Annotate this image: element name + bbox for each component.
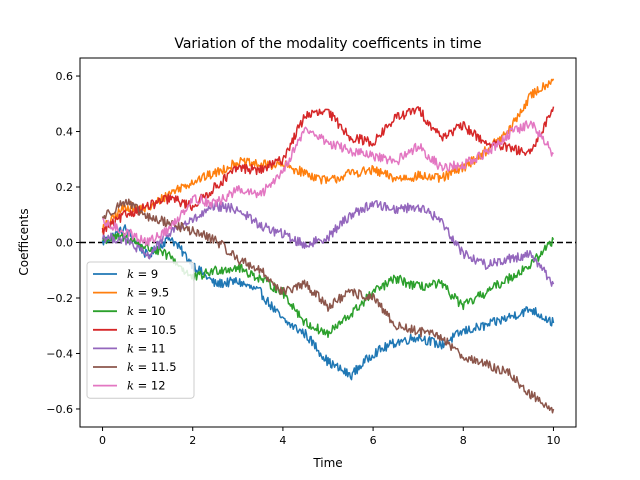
legend-label: k = 12 [127, 379, 166, 393]
x-tick-label: 2 [189, 434, 196, 447]
x-tick-label: 10 [546, 434, 560, 447]
series-line-k-9-5 [101, 78, 555, 233]
series-line-k-10-5 [101, 106, 555, 236]
legend-label: k = 11 [127, 341, 166, 355]
chart-title: Variation of the modality coefficents in… [174, 36, 481, 52]
y-axis: −0.6 −0.4 −0.2 0.0 0.2 0.4 0.6 [46, 70, 80, 416]
y-tick-label: −0.6 [46, 403, 73, 416]
legend-label: k = 10.5 [127, 323, 177, 337]
y-tick-label: −0.4 [46, 347, 73, 360]
legend-label: k = 9.5 [127, 286, 169, 300]
plot-area [80, 78, 576, 414]
y-tick-label: 0.4 [56, 126, 74, 139]
series-line-k-11-5 [101, 198, 555, 414]
y-axis-title: Coefficents [17, 208, 31, 275]
y-tick-label: 0.6 [56, 70, 74, 83]
legend-label: k = 9 [127, 267, 158, 281]
legend-box [86, 261, 195, 399]
x-tick-label: 8 [460, 434, 467, 447]
x-tick-label: 6 [370, 434, 377, 447]
legend-label: k = 10 [127, 304, 166, 318]
legend-label: k = 11.5 [127, 360, 177, 374]
y-tick-label: 0.0 [56, 237, 74, 250]
series-line-k-12 [101, 120, 554, 247]
x-tick-label: 0 [99, 434, 106, 447]
y-tick-label: −0.2 [46, 292, 73, 305]
series-line-k-9 [101, 224, 555, 381]
x-tick-label: 4 [279, 434, 286, 447]
legend: k = 9 k = 9.5 k = 10 k = 10.5 k = 11 k = 11.5… [86, 261, 195, 399]
x-axis: 0 2 4 6 8 10 [99, 427, 560, 447]
y-tick-label: 0.2 [56, 181, 74, 194]
x-axis-title: Time [312, 456, 342, 470]
